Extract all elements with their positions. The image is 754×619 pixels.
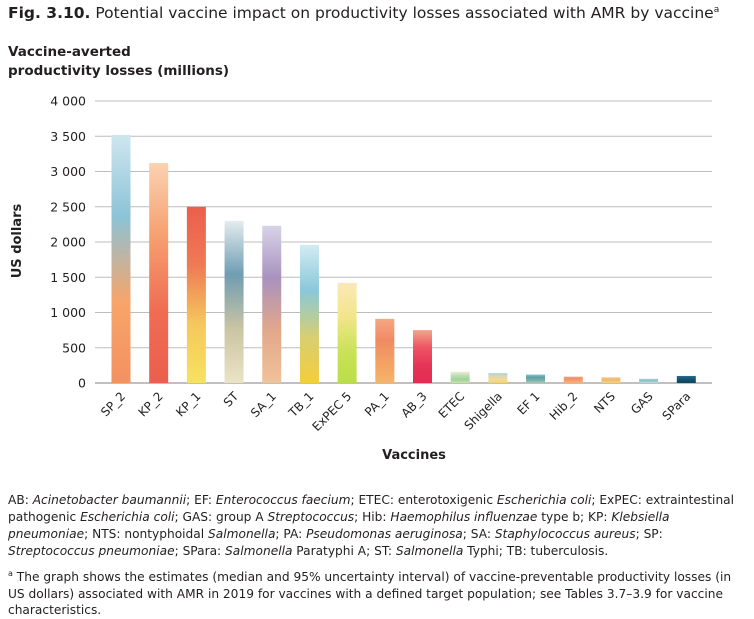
bar [526,374,546,383]
bar [413,330,432,383]
x-tick-label: SA_1 [248,389,279,420]
x-tick-label: SP_2 [98,389,128,419]
x-tick-label: Shigella [461,389,505,433]
bar [601,377,621,383]
x-tick-label: KP_2 [136,389,166,419]
figure-title: Fig. 3.10. Potential vaccine impact on p… [8,4,719,22]
y-tick-label: 0 [78,376,86,391]
bar [111,134,131,383]
y-tick-label: 3 000 [50,164,86,179]
y-tick-label: 500 [62,340,86,355]
figure-title-text: Potential vaccine impact on productivity… [95,4,714,22]
y-tick-label: 3 500 [50,129,86,144]
x-tick-label: ExPEC 5 [309,389,354,434]
bar [337,282,357,383]
x-axis-label: Vaccines [382,448,446,463]
bar [262,225,282,383]
x-tick-label: PA_1 [362,389,392,419]
bar [186,206,206,383]
x-tick-label: SPara [660,389,694,423]
x-tick-label: EF 1 [514,389,542,417]
abbreviations-note: AB: Acinetobacter baumannii; EF: Enteroc… [8,493,735,558]
x-tick-label: NTS [591,389,618,416]
footnote: a The graph shows the estimates (median … [8,566,750,619]
footnote-text: The graph shows the estimates (median an… [8,570,732,618]
x-tick-label: KP_1 [173,389,203,419]
x-tick-label: AB_3 [398,389,429,420]
x-tick-label: ETEC [436,389,468,421]
bar [149,163,169,383]
y-tick-label: 1 500 [50,270,86,285]
bar [676,375,696,383]
y-tick-label: 2 500 [50,199,86,214]
y-tick-label: 2 000 [50,235,86,250]
bar [488,373,508,383]
x-tick-label: ST [221,389,242,410]
y-tick-label: 1 000 [50,305,86,320]
bar [563,376,583,383]
x-tick-label: TB_1 [285,389,316,420]
chart-top-label-line-2: productivity losses (millions) [8,63,230,79]
figure-title-footnote-mark: a [713,4,720,15]
bar [299,244,319,383]
y-axis-label: US dollars [10,203,25,278]
y-tick-label: 4 000 [50,94,86,109]
bar [224,220,244,383]
bars [111,134,696,383]
bar [375,318,395,383]
x-tick-label: GAS [628,389,656,417]
y-axis-ticks: 0 500 1 000 1 500 2 000 2 500 3 000 3 500 4 000 [50,94,86,391]
x-tick-label: Hib_2 [547,389,581,423]
chart-top-label: Vaccine-averted productivity losses (mil… [8,43,229,81]
bar [639,378,659,383]
footnote-mark: a [8,569,13,578]
chart-top-label-line-1: Vaccine-averted [8,44,131,60]
figure-number: Fig. 3.10. [8,4,91,22]
bar [450,371,470,383]
